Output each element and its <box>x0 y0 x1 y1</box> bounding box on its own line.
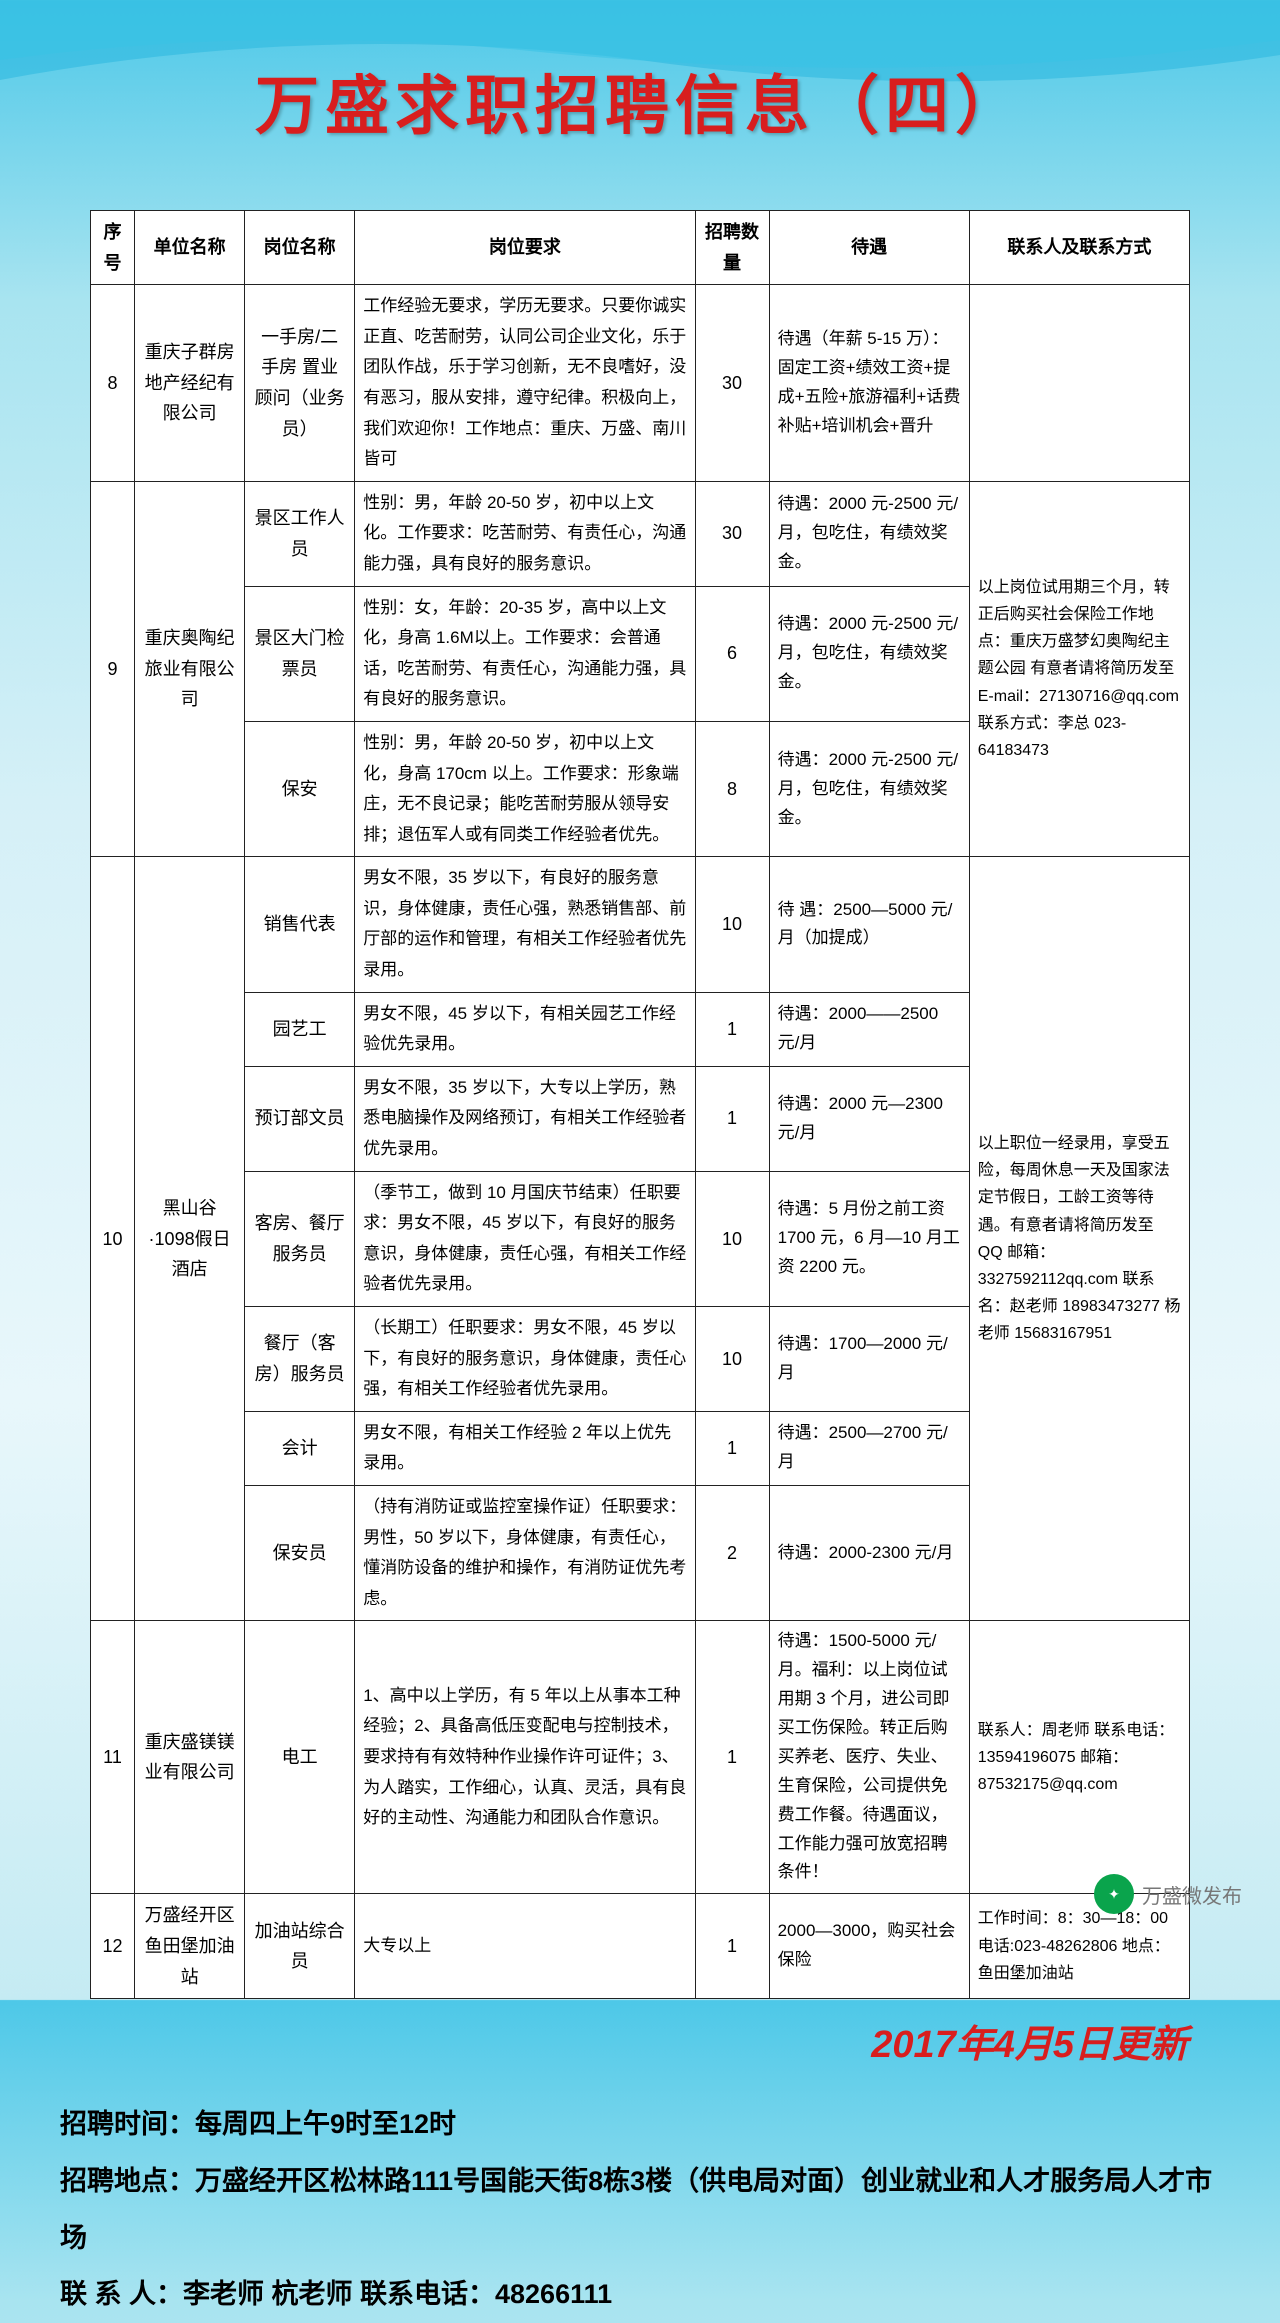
cell-req: 男女不限，有相关工作经验 2 年以上优先录用。 <box>355 1411 695 1485</box>
cell-company: 重庆盛镁镁业有限公司 <box>135 1621 245 1894</box>
table-row: 11重庆盛镁镁业有限公司电工1、高中以上学历，有 5 年以上从事本工种经验；2、… <box>91 1621 1190 1894</box>
cell-treat: 待遇：2000 元-2500 元/月，包吃住，有绩效奖金。 <box>769 721 969 856</box>
cell-treat: 待遇：1500-5000 元/月。福利：以上岗位试用期 3 个月，进公司即买工伤… <box>769 1621 969 1894</box>
th-position: 岗位名称 <box>245 211 355 285</box>
cell-req: 男女不限，35 岁以下，大专以上学历，熟悉电脑操作及网络预订，有相关工作经验者优… <box>355 1066 695 1171</box>
table-header-row: 序号 单位名称 岗位名称 岗位要求 招聘数量 待遇 联系人及联系方式 <box>91 211 1190 285</box>
cell-treat: 待遇：2000 元—2300 元/月 <box>769 1066 969 1171</box>
cell-treat: 待遇（年薪 5-15 万）：固定工资+绩效工资+提成+五险+旅游福利+话费补贴+… <box>769 285 969 482</box>
job-table-wrap: 序号 单位名称 岗位名称 岗位要求 招聘数量 待遇 联系人及联系方式 8重庆子群… <box>90 210 1190 1999</box>
cell-treat: 待遇：1700—2000 元/月 <box>769 1307 969 1412</box>
cell-req: 性别：男，年龄 20-50 岁，初中以上文化。工作要求：吃苦耐劳、有责任心，沟通… <box>355 481 695 586</box>
cell-no: 8 <box>91 285 135 482</box>
cell-req: 工作经验无要求，学历无要求。只要你诚实正直、吃苦耐劳，认同公司企业文化，乐于团队… <box>355 285 695 482</box>
th-num: 招聘数量 <box>695 211 769 285</box>
cell-company: 万盛经开区鱼田堡加油站 <box>135 1894 245 1999</box>
cell-position: 园艺工 <box>245 992 355 1066</box>
cell-req: 性别：女，年龄：20-35 岁，高中以上文化，身高 1.6M以上。工作要求：会普… <box>355 586 695 721</box>
update-date: 2017年4月5日更新 <box>0 2013 1188 2068</box>
cell-num: 1 <box>695 1411 769 1485</box>
cell-company: 重庆子群房地产经纪有限公司 <box>135 285 245 482</box>
cell-treat: 待 遇：2500—5000 元/月（加提成） <box>769 857 969 992</box>
cell-num: 10 <box>695 1171 769 1306</box>
cell-position: 餐厅（客房）服务员 <box>245 1307 355 1412</box>
table-row: 10黑山谷·1098假日酒店销售代表男女不限，35 岁以下，有良好的服务意识，身… <box>91 857 1190 992</box>
cell-req: （长期工）任职要求：男女不限，45 岁以下，有良好的服务意识，身体健康，责任心强… <box>355 1307 695 1412</box>
th-no: 序号 <box>91 211 135 285</box>
cell-contact: 以上职位一经录用，享受五险，每周休息一天及国家法定节假日，工龄工资等待遇。有意者… <box>969 857 1189 1621</box>
cell-req: 1、高中以上学历，有 5 年以上从事本工种经验；2、具备高低压变配电与控制技术，… <box>355 1621 695 1894</box>
cell-num: 1 <box>695 992 769 1066</box>
th-contact: 联系人及联系方式 <box>969 211 1189 285</box>
cell-num: 10 <box>695 857 769 992</box>
cell-position: 销售代表 <box>245 857 355 992</box>
cell-treat: 待遇：2000 元-2500 元/月，包吃住，有绩效奖金。 <box>769 481 969 586</box>
page-title: 万盛求职招聘信息（四） <box>0 55 1280 147</box>
cell-company: 黑山谷·1098假日酒店 <box>135 857 245 1621</box>
cell-num: 30 <box>695 481 769 586</box>
cell-num: 1 <box>695 1894 769 1999</box>
cell-num: 30 <box>695 285 769 482</box>
footer: 招聘时间：每周四上午9时至12时 招聘地点：万盛经开区松林路111号国能天街8栋… <box>60 2096 1220 2323</box>
th-treat: 待遇 <box>769 211 969 285</box>
cell-req: 男女不限，35 岁以下，有良好的服务意识，身体健康，责任心强，熟悉销售部、前厅部… <box>355 857 695 992</box>
cell-position: 加油站综合员 <box>245 1894 355 1999</box>
cell-position: 预订部文员 <box>245 1066 355 1171</box>
watermark-text: 万盛微发布 <box>1142 1880 1242 1909</box>
cell-no: 9 <box>91 481 135 857</box>
cell-treat: 待遇：2500—2700 元/月 <box>769 1411 969 1485</box>
cell-contact <box>969 285 1189 482</box>
th-company: 单位名称 <box>135 211 245 285</box>
th-req: 岗位要求 <box>355 211 695 285</box>
cell-req: 大专以上 <box>355 1894 695 1999</box>
cell-treat: 待遇：2000 元-2500 元/月，包吃住，有绩效奖金。 <box>769 586 969 721</box>
table-row: 9重庆奥陶纪旅业有限公司景区工作人员性别：男，年龄 20-50 岁，初中以上文化… <box>91 481 1190 586</box>
table-row: 8重庆子群房地产经纪有限公司一手房/二手房 置业顾问（业务员）工作经验无要求，学… <box>91 285 1190 482</box>
cell-contact: 以上岗位试用期三个月，转正后购买社会保险工作地点：重庆万盛梦幻奥陶纪主题公园 有… <box>969 481 1189 857</box>
cell-position: 会计 <box>245 1411 355 1485</box>
cell-no: 12 <box>91 1894 135 1999</box>
cell-num: 2 <box>695 1485 769 1620</box>
cell-position: 保安员 <box>245 1485 355 1620</box>
cell-position: 景区大门检票员 <box>245 586 355 721</box>
cell-no: 11 <box>91 1621 135 1894</box>
cell-req: 性别：男，年龄 20-50 岁，初中以上文化，身高 170cm 以上。工作要求：… <box>355 721 695 856</box>
cell-treat: 待遇：2000——2500 元/月 <box>769 992 969 1066</box>
cell-no: 10 <box>91 857 135 1621</box>
cell-treat: 2000—3000，购买社会保险 <box>769 1894 969 1999</box>
cell-num: 1 <box>695 1066 769 1171</box>
cell-num: 1 <box>695 1621 769 1894</box>
cell-num: 8 <box>695 721 769 856</box>
cell-company: 重庆奥陶纪旅业有限公司 <box>135 481 245 857</box>
cell-position: 客房、餐厅服务员 <box>245 1171 355 1306</box>
cell-position: 景区工作人员 <box>245 481 355 586</box>
cell-num: 6 <box>695 586 769 721</box>
cell-num: 10 <box>695 1307 769 1412</box>
cell-treat: 待遇：5 月份之前工资 1700 元，6 月—10 月工资 2200 元。 <box>769 1171 969 1306</box>
footer-staff: 联 系 人：李老师 杭老师 联系电话：48266111 <box>60 2266 1220 2323</box>
job-table: 序号 单位名称 岗位名称 岗位要求 招聘数量 待遇 联系人及联系方式 8重庆子群… <box>90 210 1190 1999</box>
cell-req: （持有消防证或监控室操作证）任职要求：男性，50 岁以下，身体健康，有责任心，懂… <box>355 1485 695 1620</box>
footer-time: 招聘时间：每周四上午9时至12时 <box>60 2096 1220 2153</box>
wechat-logo-icon: ✦ <box>1094 1874 1134 1914</box>
cell-position: 电工 <box>245 1621 355 1894</box>
cell-req: 男女不限，45 岁以下，有相关园艺工作经验优先录用。 <box>355 992 695 1066</box>
table-row: 12万盛经开区鱼田堡加油站加油站综合员大专以上12000—3000，购买社会保险… <box>91 1894 1190 1999</box>
cell-position: 保安 <box>245 721 355 856</box>
cell-req: （季节工，做到 10 月国庆节结束）任职要求：男女不限，45 岁以下，有良好的服… <box>355 1171 695 1306</box>
cell-contact: 联系人：周老师 联系电话：13594196075 邮箱：87532175@qq.… <box>969 1621 1189 1894</box>
cell-position: 一手房/二手房 置业顾问（业务员） <box>245 285 355 482</box>
watermark: ✦ 万盛微发布 <box>1094 1874 1242 1914</box>
cell-treat: 待遇：2000-2300 元/月 <box>769 1485 969 1620</box>
footer-place: 招聘地点：万盛经开区松林路111号国能天街8栋3楼（供电局对面）创业就业和人才服… <box>60 2153 1220 2266</box>
